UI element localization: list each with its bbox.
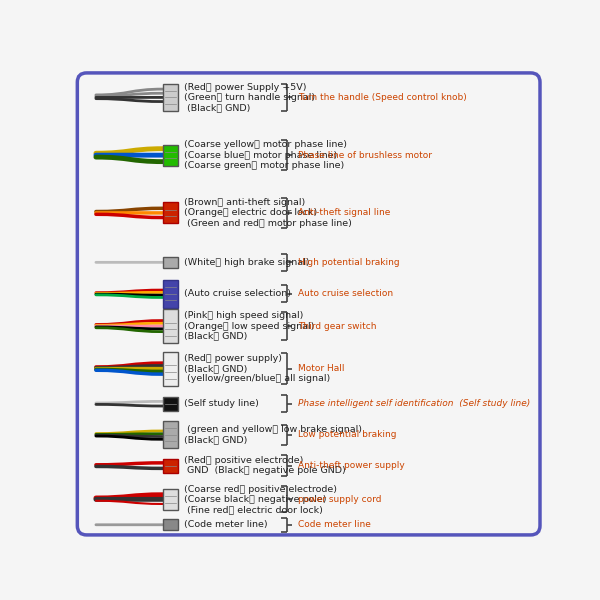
FancyBboxPatch shape — [163, 83, 178, 111]
Text: Motor Hall: Motor Hall — [298, 364, 344, 373]
Text: power supply cord: power supply cord — [298, 495, 382, 504]
Text: Turn the handle (Speed control knob): Turn the handle (Speed control knob) — [298, 93, 467, 102]
Text: (Red： positive electrode): (Red： positive electrode) — [184, 456, 304, 465]
Text: (Coarse yellow： motor phase line): (Coarse yellow： motor phase line) — [184, 140, 347, 149]
Text: (Green and red： motor phase line): (Green and red： motor phase line) — [184, 218, 352, 227]
Text: (Orange： electric door lock): (Orange： electric door lock) — [184, 208, 317, 217]
FancyBboxPatch shape — [163, 489, 178, 510]
Text: (Self study line): (Self study line) — [184, 399, 259, 408]
Text: Phase intelligent self identification  (Self study line): Phase intelligent self identification (S… — [298, 399, 530, 408]
Text: (Fine red： electric door lock): (Fine red： electric door lock) — [184, 505, 323, 514]
Text: (Red： power supply): (Red： power supply) — [184, 354, 282, 363]
FancyBboxPatch shape — [163, 309, 178, 343]
Text: Phase line of brushless motor: Phase line of brushless motor — [298, 151, 432, 160]
Text: Anti-theft signal line: Anti-theft signal line — [298, 208, 391, 217]
FancyBboxPatch shape — [163, 257, 178, 268]
Text: (Black： GND): (Black： GND) — [184, 435, 248, 444]
FancyBboxPatch shape — [163, 458, 178, 473]
Text: GND  (Black： negative pole GND): GND (Black： negative pole GND) — [184, 466, 346, 475]
Text: (Pink： high speed signal): (Pink： high speed signal) — [184, 311, 304, 320]
Text: (Black： GND): (Black： GND) — [184, 364, 248, 373]
Text: (Black： GND): (Black： GND) — [184, 103, 251, 112]
Text: High potential braking: High potential braking — [298, 258, 400, 267]
FancyBboxPatch shape — [163, 145, 178, 166]
Text: (Coarse red： positive electrode): (Coarse red： positive electrode) — [184, 485, 337, 494]
Text: Low potential braking: Low potential braking — [298, 430, 397, 439]
Text: (Coarse blue： motor phase line): (Coarse blue： motor phase line) — [184, 151, 338, 160]
Text: (Orange： low speed signal): (Orange： low speed signal) — [184, 322, 314, 331]
Text: (Green： turn handle signal): (Green： turn handle signal) — [184, 93, 316, 102]
FancyBboxPatch shape — [163, 397, 178, 411]
Text: Code meter line: Code meter line — [298, 520, 371, 529]
Text: (green and yellow： low brake signal): (green and yellow： low brake signal) — [184, 425, 362, 434]
Text: (Red： power Supply +5V): (Red： power Supply +5V) — [184, 83, 307, 92]
FancyBboxPatch shape — [163, 280, 178, 308]
Text: Anti-theft power supply: Anti-theft power supply — [298, 461, 405, 470]
FancyBboxPatch shape — [163, 519, 178, 530]
Text: Third gear switch: Third gear switch — [298, 322, 377, 331]
Text: (Auto cruise selection): (Auto cruise selection) — [184, 289, 291, 298]
Text: (Brown： anti-theft signal): (Brown： anti-theft signal) — [184, 198, 305, 207]
FancyBboxPatch shape — [77, 73, 540, 535]
Text: (Coarse black： negative pole): (Coarse black： negative pole) — [184, 495, 327, 504]
Text: (Code meter line): (Code meter line) — [184, 520, 268, 529]
FancyBboxPatch shape — [163, 202, 178, 223]
Text: Auto cruise selection: Auto cruise selection — [298, 289, 394, 298]
FancyBboxPatch shape — [163, 352, 178, 386]
FancyBboxPatch shape — [163, 421, 178, 448]
Text: (Coarse green： motor phase line): (Coarse green： motor phase line) — [184, 161, 344, 170]
Text: (yellow/green/blue： all signal): (yellow/green/blue： all signal) — [184, 374, 331, 383]
Text: (White： high brake signal): (White： high brake signal) — [184, 258, 310, 267]
Text: (Black： GND): (Black： GND) — [184, 332, 248, 341]
